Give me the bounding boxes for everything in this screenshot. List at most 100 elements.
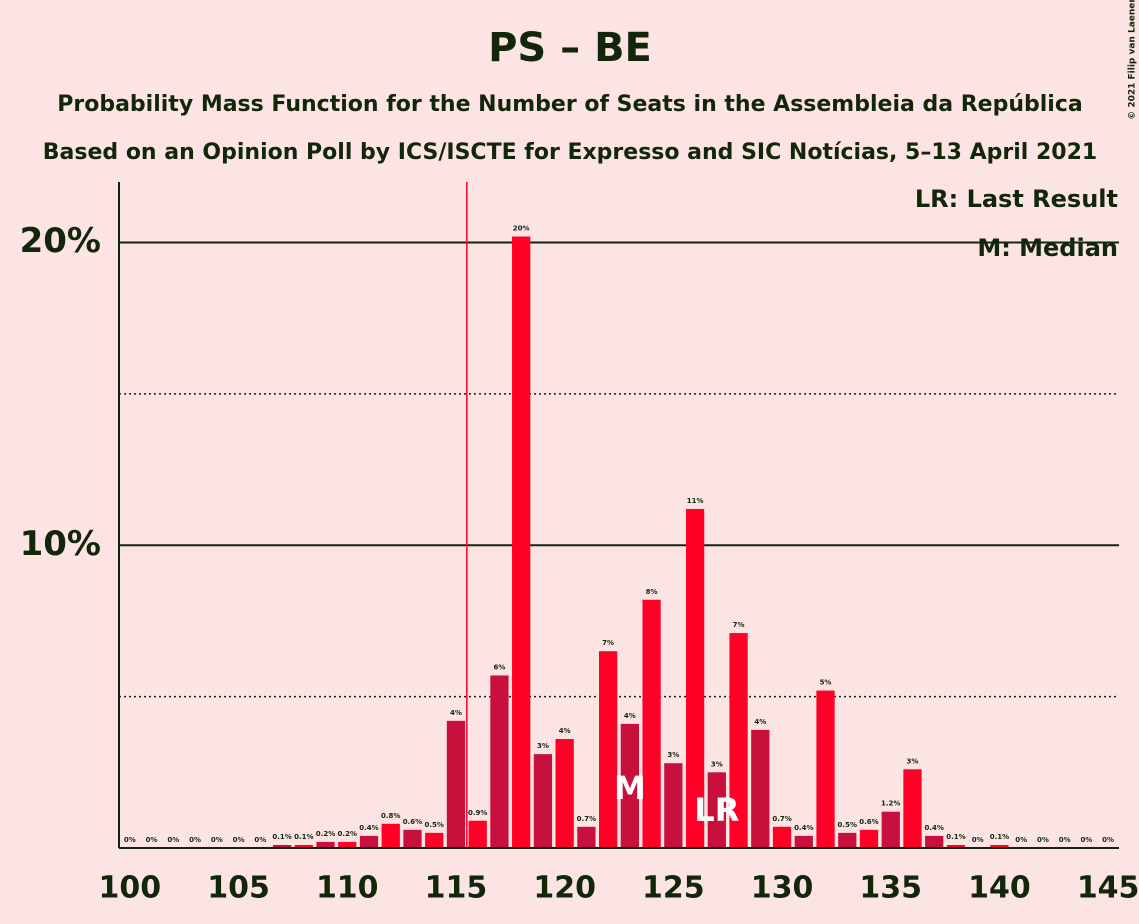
value-label: 3% [667,751,679,759]
value-label: 4% [450,709,462,717]
value-label: 0.6% [859,818,878,826]
bar [468,820,487,848]
bar [794,835,813,848]
value-label: 6% [493,663,505,671]
bar [838,832,857,848]
value-label: 8% [646,588,658,596]
value-label: 7% [602,639,614,647]
bar [729,633,748,848]
bar [946,844,966,848]
bar [664,763,683,848]
x-tick-label: 120 [533,871,596,906]
legend-entry: M: Median [977,234,1118,262]
bar [294,844,313,848]
bar [446,720,466,848]
bar [403,829,422,848]
value-label: 0.9% [468,809,487,817]
value-label: 0.2% [338,830,357,838]
value-label: 0% [167,836,179,844]
value-label: 0% [1080,836,1092,844]
bar [381,823,400,848]
chart-title: PS – BE [488,25,652,71]
bar [577,826,596,848]
value-label: 0% [211,836,223,844]
bar [533,754,553,848]
value-label: 7% [733,621,745,629]
value-label: 0.4% [359,824,378,832]
x-tick-label: 125 [642,871,705,906]
value-label: 0% [189,836,201,844]
value-label: 0.4% [794,824,813,832]
value-label: 4% [754,718,766,726]
x-tick-label: 110 [316,871,379,906]
x-tick-label: 115 [425,871,488,906]
bar [642,599,661,848]
bar [772,826,792,848]
bar [359,835,379,848]
value-label: 0% [1015,836,1027,844]
subtitle: Based on an Opinion Poll by ICS/ISCTE fo… [43,140,1097,165]
value-label: 1.2% [881,800,900,808]
median-marker: M [614,769,646,807]
value-label: 0.2% [316,830,335,838]
value-label: 4% [624,712,636,720]
bar [272,844,292,848]
value-label: 0% [233,836,245,844]
bar [685,508,705,848]
value-label: 3% [711,760,723,768]
value-label: 0% [254,836,266,844]
y-tick-label: 20% [20,221,101,261]
value-label: 4% [559,727,571,735]
y-tick-label: 10% [20,524,101,564]
x-tick-label: 100 [99,871,162,906]
bar [881,811,900,848]
value-label: 0% [1059,836,1071,844]
value-label: 3% [907,757,919,765]
bar [338,841,357,848]
bar [425,832,444,848]
x-tick-label: 105 [207,871,270,906]
value-label: 0.4% [925,824,944,832]
value-label: 11% [687,497,704,505]
subtitle: Probability Mass Function for the Number… [57,92,1082,117]
bar [599,651,618,848]
bar [490,675,509,848]
value-label: 0% [146,836,158,844]
x-tick-label: 145 [1077,871,1139,906]
value-label: 0% [972,836,984,844]
x-tick-label: 130 [751,871,814,906]
credit: © 2021 Filip van Laenen [1128,0,1138,120]
last-result-marker: LR [694,791,739,829]
value-label: 0% [124,836,136,844]
value-label: 0.5% [838,821,857,829]
bar [903,769,922,848]
value-label: 0% [1037,836,1049,844]
bar [816,690,835,848]
value-label: 3% [537,742,549,750]
bar [316,841,335,848]
value-label: 0.8% [381,812,400,820]
x-tick-label: 135 [859,871,922,906]
bar [751,729,770,848]
value-label: 0.5% [425,821,444,829]
value-label: 0.1% [294,833,313,841]
value-label: 20% [513,224,530,232]
bar [925,835,944,848]
bar [990,844,1009,848]
bar [512,236,531,848]
bar [620,723,639,848]
bar [555,739,574,848]
value-label: 0.1% [272,833,291,841]
value-label: 5% [820,679,832,687]
bar [707,772,726,848]
value-label: 0.6% [403,818,422,826]
value-label: 0.1% [946,833,965,841]
value-label: 0% [1102,836,1114,844]
value-label: 0.7% [577,815,596,823]
value-label: 0.7% [772,815,791,823]
x-tick-label: 140 [968,871,1031,906]
value-label: 0.1% [990,833,1009,841]
legend-entry: LR: Last Result [915,185,1118,213]
